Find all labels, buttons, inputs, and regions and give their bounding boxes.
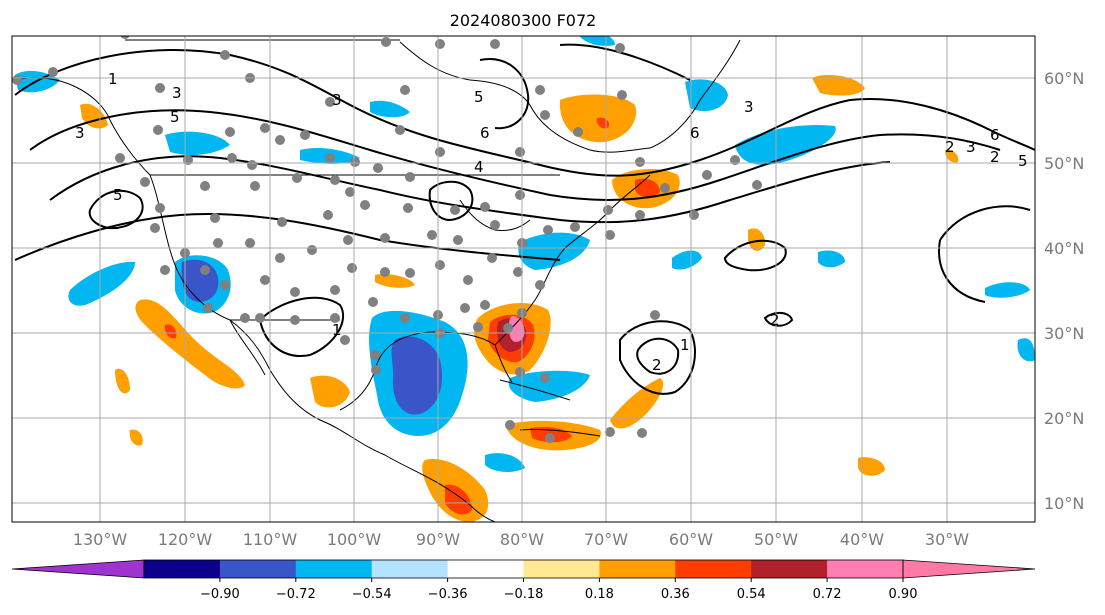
colorbar-tick-label: 0.54 [737,587,766,602]
colorbar-tick-label: −0.72 [276,587,316,602]
contour-label: 1 [332,321,342,339]
colorbar-segment [523,560,600,578]
contour-label: 6 [990,126,1000,144]
lat-label: 10°N [1044,494,1084,513]
contour-label: 3 [966,138,976,156]
contour-label: 5 [474,88,484,106]
positive-anomaly-region [135,299,245,389]
map-area [12,36,1035,522]
negative-anomaly-region [165,131,230,156]
colorbar-segment [144,560,221,578]
contour-label: 5 [1018,152,1028,170]
colorbar-tick-label: −0.90 [200,587,240,602]
negative-anomaly-region [68,261,135,306]
negative-anomaly-region [485,453,525,472]
colorbar-segment [447,560,524,578]
lon-label: 90°W [416,530,460,549]
colorbar-segment [827,560,904,578]
contour-label: 3 [75,124,85,142]
lon-label: 80°W [500,530,544,549]
positive-anomaly-region [812,75,865,96]
contour-label: 1 [108,70,118,88]
colorbar-over-triangle [902,559,1036,579]
contour-label: 5 [113,186,123,204]
map-title: 2024080300 F072 [450,11,597,30]
lon-label: 60°W [669,530,713,549]
colorbar-segment [751,560,828,578]
contour-label: 2 [770,311,780,329]
colorbar-tick-label: −0.54 [352,587,392,602]
colorbar: −0.90 −0.72 −0.54 −0.36 −0.18 0.18 0.36 0.54 0.7… [11,559,1036,602]
positive-anomaly-region [945,149,959,163]
contour-label: 4 [474,158,484,176]
lon-label: 100°W [327,530,382,549]
contour-label: 3 [332,91,342,109]
lat-label: 60°N [1044,69,1084,88]
colorbar-tick-label: 0.90 [889,587,918,602]
contour-label-group: 1 3 5 3 5 6 5 4 6 2 3 5 6 3 2 1 1 2 3 2 [75,70,1028,374]
contour-label: 6 [690,124,700,142]
colorbar-tick-label: 0.36 [661,587,690,602]
lon-label: 40°W [840,530,884,549]
lat-label: 20°N [1044,409,1084,428]
positive-anomaly-region [858,457,885,476]
contour-label: 1 [680,336,690,354]
contour-label: 2 [945,138,955,156]
positive-anomaly-region [310,375,350,408]
lat-label: 40°N [1044,239,1084,258]
negative-anomaly-region [685,79,728,112]
colorbar-segment [371,560,449,578]
lon-label: 70°W [584,530,628,549]
latitude-labels: 60°N 50°N 40°N 30°N 20°N 10°N [1044,69,1084,513]
positive-anomaly-region [129,429,143,446]
lon-label: 50°W [754,530,798,549]
negative-anomaly-region [672,250,702,270]
colorbar-segment [219,560,297,578]
lon-label: 30°W [925,530,969,549]
lon-label: 120°W [158,530,213,549]
negative-anomaly-region [508,370,590,402]
contour-label: 3 [744,98,754,116]
contour-label: 6 [480,124,490,142]
colorbar-segment [599,560,676,578]
contour-label: 5 [170,108,180,126]
lon-label: 130°W [73,530,128,549]
positive-anomaly-max [508,316,525,342]
map-content: 1 3 5 3 5 6 5 4 6 2 3 5 6 3 2 1 1 2 3 2 [12,36,1035,522]
colorbar-tick-label: −0.18 [504,587,544,602]
negative-anomaly-region [985,282,1030,298]
contour-label: 2 [990,148,1000,166]
colorbar-segment [675,560,752,578]
lon-label: 110°W [243,530,298,549]
colorbar-under-triangle [11,559,145,579]
positive-anomaly-region [748,228,766,252]
longitude-labels: 130°W 120°W 110°W 100°W 90°W 80°W 70°W 6… [73,530,969,549]
colorbar-tick-label: 0.72 [813,587,842,602]
map-border [11,35,1036,523]
negative-anomaly-region [370,100,410,118]
colorbar-tick-label: −0.36 [428,587,468,602]
negative-anomaly-region [818,250,845,268]
contour-label: 2 [652,356,662,374]
graticule [12,36,1035,522]
colorbar-tick-label: 0.18 [585,587,614,602]
lat-label: 50°N [1044,154,1084,173]
anomaly-shading [15,36,1035,522]
negative-anomaly-core [391,336,442,415]
positive-anomaly-strong [164,324,177,339]
positive-anomaly-region [375,274,415,288]
contour-label: 3 [172,84,182,102]
lat-label: 30°N [1044,324,1084,343]
positive-anomaly-region [115,368,130,394]
negative-anomaly-region [1017,338,1035,362]
colorbar-segment [295,560,373,578]
